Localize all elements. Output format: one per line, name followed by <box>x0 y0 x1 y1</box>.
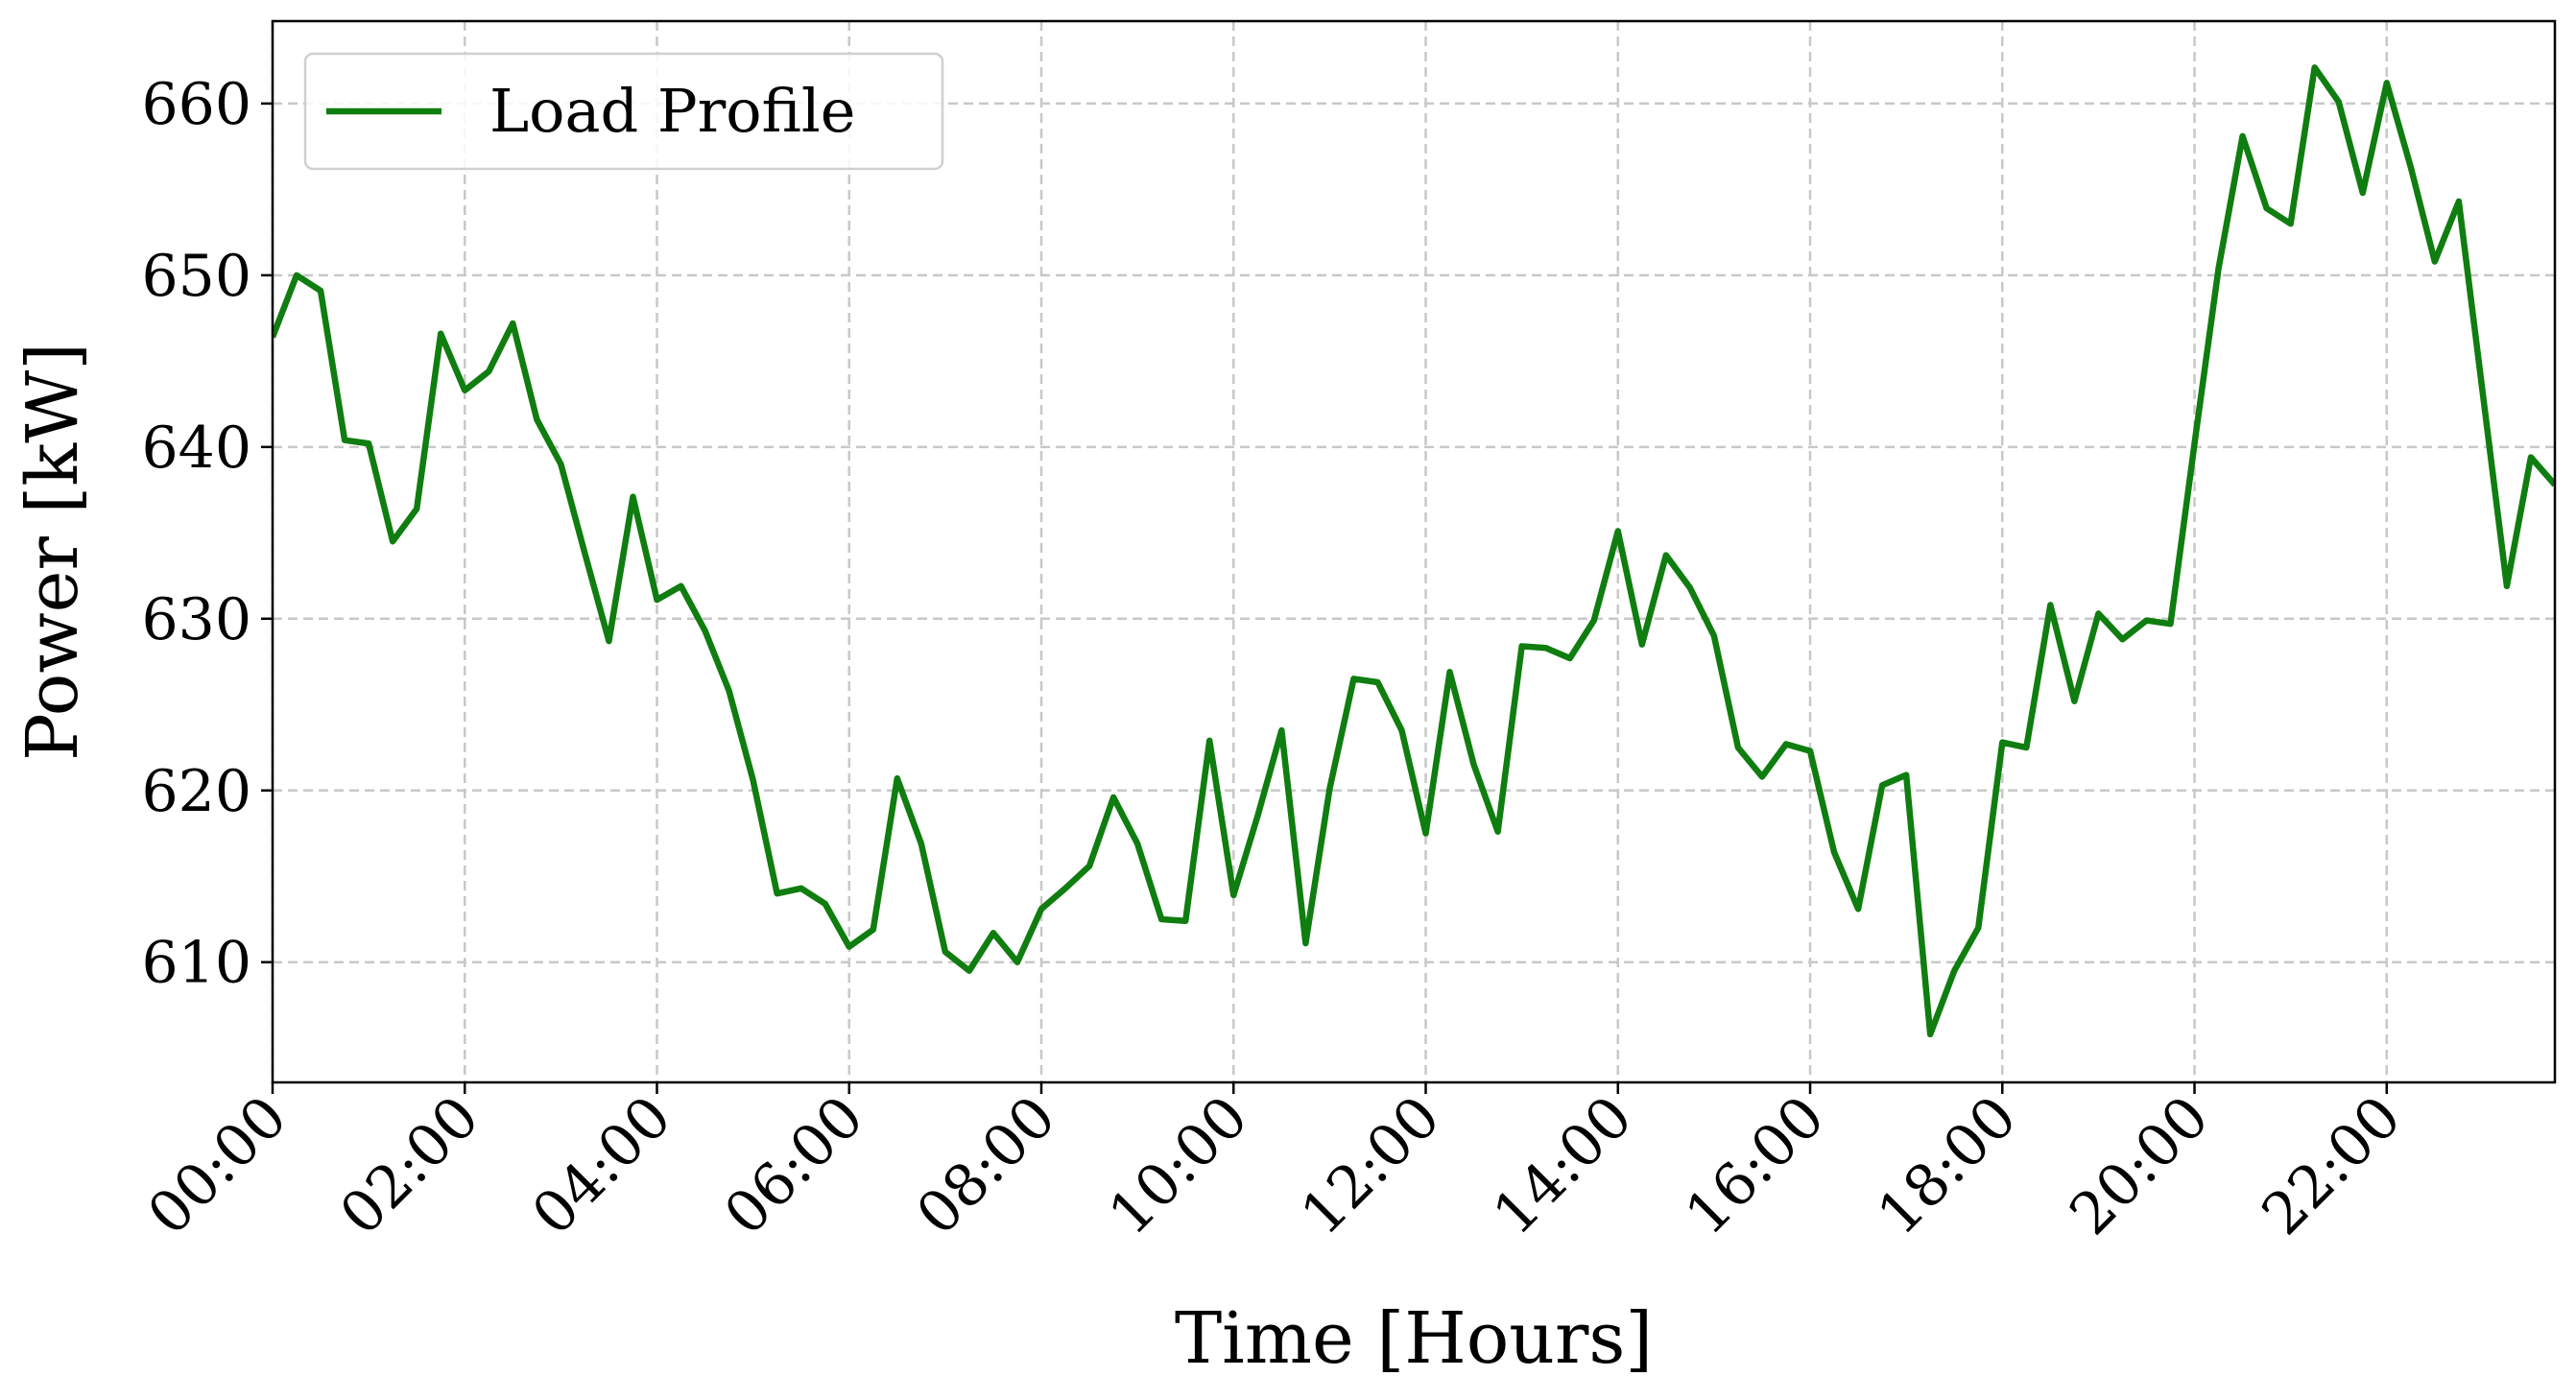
x-tick-label: 00:00 <box>135 1083 300 1248</box>
y-tick-label: 610 <box>141 930 251 997</box>
x-tick-label: 06:00 <box>712 1083 877 1248</box>
x-axis-label: Time [Hours] <box>1175 1297 1653 1380</box>
x-tick-label: 04:00 <box>519 1083 684 1248</box>
x-tick-label: 02:00 <box>327 1083 492 1248</box>
y-tick-label: 640 <box>141 415 251 482</box>
x-tick-label: 22:00 <box>2250 1083 2415 1248</box>
x-tick-label: 18:00 <box>1865 1083 2030 1248</box>
x-tick-label: 20:00 <box>2057 1083 2222 1248</box>
legend-box <box>303 52 944 171</box>
x-tick-label: 12:00 <box>1288 1083 1453 1248</box>
y-tick-label: 650 <box>141 243 251 310</box>
y-axis-label: Power [kW] <box>12 343 94 761</box>
y-tick-label: 660 <box>141 71 251 138</box>
x-tick-label: 16:00 <box>1673 1083 1838 1248</box>
line-series <box>273 64 2555 1038</box>
y-tick-label: 620 <box>141 758 251 825</box>
x-tick-label: 14:00 <box>1481 1083 1646 1248</box>
x-tick-label: 10:00 <box>1096 1083 1261 1248</box>
y-tick-label: 630 <box>141 586 251 653</box>
plot-frame <box>271 19 2557 1084</box>
legend-label: Load Profile <box>489 76 855 146</box>
x-tick-label: 08:00 <box>904 1083 1069 1248</box>
